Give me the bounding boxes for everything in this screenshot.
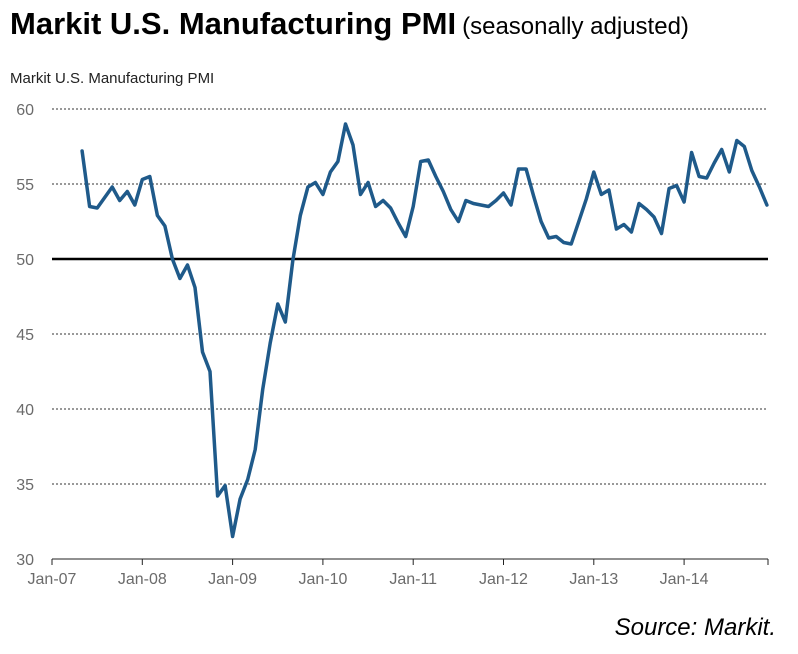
y-tick-label-40: 40 — [16, 402, 34, 419]
y-tick-label-30: 30 — [16, 552, 34, 569]
source-note: Source: Markit. — [614, 614, 776, 641]
series-line-0 — [80, 122, 769, 539]
x-tick-label: Jan-07 — [28, 571, 77, 588]
y-tick-label-55: 55 — [16, 177, 34, 194]
x-tick-label: Jan-11 — [389, 571, 437, 588]
y-tick-label-50: 50 — [16, 252, 34, 269]
x-tick-label: Jan-09 — [208, 571, 257, 588]
chart-title-main: Markit U.S. Manufacturing PMI — [10, 6, 457, 41]
gridlines — [52, 108, 768, 485]
y-tick-label-45: 45 — [16, 327, 34, 344]
y-tick-label-60: 60 — [16, 102, 34, 119]
chart-title: Markit U.S. Manufacturing PMI (seasonally… — [10, 6, 689, 42]
x-tick-label: Jan-13 — [569, 571, 618, 588]
x-axis: Jan-07 Jan-08 Jan-09 Jan-10 Jan-11 Jan-12 Jan-… — [28, 558, 769, 588]
y-axis-ticks: 30 35 40 45 50 55 60 — [16, 102, 34, 569]
x-tick-label: Jan-10 — [298, 571, 347, 588]
x-tick-label: Jan-08 — [118, 571, 167, 588]
y-axis-label: Markit U.S. Manufacturing PMI — [10, 70, 215, 87]
chart-title-subtitle: (seasonally adjusted) — [462, 13, 689, 40]
x-tick-label: Jan-14 — [660, 571, 709, 588]
series-layer — [80, 122, 769, 539]
y-tick-label-35: 35 — [16, 477, 34, 494]
x-tick-label: Jan-12 — [479, 571, 528, 588]
